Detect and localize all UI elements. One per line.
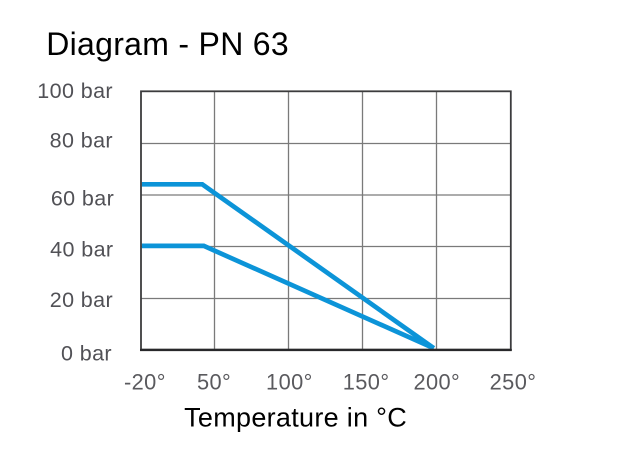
svg-text:80 bar: 80 bar [50,129,113,153]
svg-text:Temperature in °C: Temperature in °C [184,402,407,432]
svg-text:20 bar: 20 bar [50,288,113,312]
svg-text:-20°: -20° [124,369,166,394]
svg-text:100°: 100° [266,369,313,394]
svg-text:200°: 200° [413,369,460,394]
svg-text:50°: 50° [197,369,231,394]
svg-text:150°: 150° [343,369,390,394]
svg-text:Diagram - PN 63: Diagram - PN 63 [46,26,289,62]
svg-text:60 bar: 60 bar [51,187,114,211]
svg-text:100 bar: 100 bar [37,79,113,103]
svg-text:40 bar: 40 bar [50,238,113,262]
svg-text:250°: 250° [490,369,537,394]
svg-text:0 bar: 0 bar [61,341,112,365]
